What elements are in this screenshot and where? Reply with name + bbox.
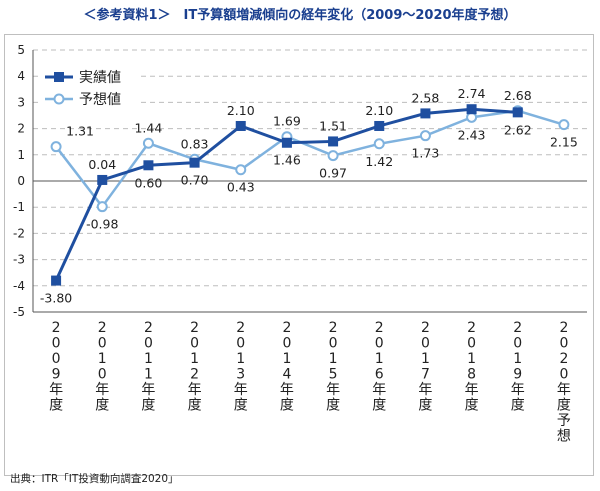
actual-point (374, 120, 385, 131)
legend-actual-label: 実績値 (79, 70, 121, 86)
actual-data-label: 0.70 (181, 173, 209, 188)
legend-forecast-label: 予想値 (79, 92, 121, 108)
x-tick-label: 2 0 1 7 年度 (418, 320, 432, 414)
actual-point (51, 275, 62, 286)
actual-data-label: 2.58 (411, 90, 439, 105)
y-tick-label: -2 (13, 226, 25, 240)
legend-forecast-marker (53, 93, 65, 105)
forecast-point (235, 164, 247, 176)
y-tick-label: -4 (13, 279, 25, 293)
forecast-data-label: 0.43 (227, 180, 255, 195)
forecast-data-label: 0.97 (319, 166, 347, 181)
y-tick-label: 1 (17, 148, 25, 162)
y-tick-label: 5 (17, 43, 25, 57)
x-tick-label: 2 0 1 3 年度 (234, 320, 248, 414)
x-tick-label: 2 0 1 4 年度 (280, 320, 294, 414)
actual-point (97, 174, 108, 185)
x-tick-label: 2 0 1 8 年度 (465, 320, 479, 414)
actual-point (420, 108, 431, 119)
forecast-point (142, 137, 154, 149)
actual-point (466, 104, 477, 115)
x-tick-label: 2 0 1 6 年度 (372, 320, 386, 414)
legend-actual-marker (54, 72, 64, 82)
forecast-point (558, 119, 570, 131)
forecast-point (50, 141, 62, 153)
x-tick-label: 2 0 0 9 年度 (49, 320, 63, 414)
forecast-data-label: 1.73 (411, 146, 439, 161)
actual-data-label: 1.51 (319, 118, 347, 133)
y-tick-label: 3 (17, 95, 25, 109)
forecast-data-label: 1.69 (273, 114, 301, 129)
forecast-data-label: 2.43 (458, 127, 486, 142)
x-tick-label: 2 0 1 2 年度 (188, 320, 202, 414)
actual-data-label: 2.74 (458, 86, 486, 101)
forecast-point (96, 201, 108, 213)
forecast-data-label: 2.15 (550, 135, 578, 150)
x-tick-label: 2 0 1 5 年度 (326, 320, 340, 414)
actual-data-label: 2.62 (504, 122, 532, 137)
actual-data-label: 1.46 (273, 153, 301, 168)
y-tick-label: 0 (17, 174, 25, 188)
y-tick-label: -5 (13, 305, 25, 319)
actual-data-label: 2.10 (365, 103, 393, 118)
actual-data-label: -3.80 (40, 291, 72, 306)
forecast-data-label: 1.42 (365, 154, 393, 169)
series-line-forecast (55, 109, 565, 209)
y-tick-label: -3 (13, 253, 25, 267)
line-chart: 5 4 3 2 1 0 -1 -2 -3 -4 -5 2 0 0 9 年度 2 0 1 0 年度 2 0 1 1 年度 2 0 1 2 年度… (13, 43, 587, 445)
forecast-point (327, 150, 339, 162)
x-tick-label: 2 0 1 0 年度 (95, 320, 109, 414)
forecast-data-label: 0.83 (181, 136, 209, 151)
forecast-data-label: 2.68 (504, 88, 532, 103)
actual-point (281, 137, 292, 148)
chart-title: ＜参考資料1＞ IT予算額増減傾向の経年変化（2009～2020年度予想） (83, 8, 517, 23)
x-tick-label: 2 0 1 1 年度 (141, 320, 155, 414)
source-note: 出典：ITR「IT投資動向調査2020」 (10, 473, 179, 485)
actual-point (328, 136, 339, 147)
x-tick-label: 2 0 1 9 年度 (511, 320, 525, 414)
y-tick-label: -1 (13, 200, 25, 214)
actual-point (512, 107, 523, 118)
actual-point (235, 120, 246, 131)
y-tick-label: 4 (17, 69, 25, 83)
actual-point (189, 157, 200, 168)
chart-frame: 5 4 3 2 1 0 -1 -2 -3 -4 -5 2 0 0 9 年度 2 0 1 0 年度 2 0 1 1 年度 2 0 1 2 年度… (4, 34, 594, 476)
x-tick-label: 2 0 2 0 年度予想 (557, 320, 571, 445)
y-tick-label: 2 (17, 122, 25, 136)
forecast-point (373, 138, 385, 150)
actual-data-label: 0.04 (88, 157, 116, 172)
forecast-data-label: 1.44 (134, 120, 162, 135)
forecast-data-label: 1.31 (66, 124, 94, 139)
actual-data-label: 0.60 (134, 175, 162, 190)
forecast-data-label: -0.98 (86, 217, 118, 232)
actual-point (143, 160, 154, 171)
actual-data-label: 2.10 (227, 103, 255, 118)
forecast-point (419, 130, 431, 142)
